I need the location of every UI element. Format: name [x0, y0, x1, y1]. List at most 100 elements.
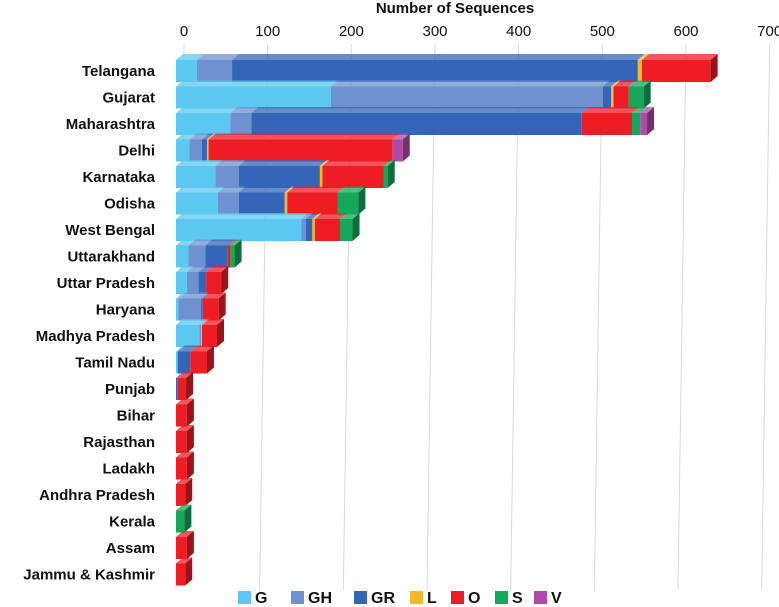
bar-top-face — [284, 186, 295, 193]
bar-segment-gh — [301, 219, 306, 241]
bar-segment-gr — [238, 192, 285, 215]
bar-segment-gh — [178, 298, 202, 321]
bar-segment-v — [392, 139, 403, 162]
bar-segment-o — [176, 431, 187, 453]
bar-side-face — [234, 239, 242, 268]
bar-segment-g — [176, 351, 178, 374]
bar-top-face — [208, 133, 400, 140]
bar-top-face — [177, 372, 194, 378]
category-label: Delhi — [118, 143, 155, 160]
gridline — [677, 43, 687, 591]
bar-segment-o — [642, 60, 711, 82]
bar-segment-o — [227, 245, 231, 268]
bar-side-face — [186, 372, 194, 400]
bar-side-face — [218, 292, 226, 321]
bar-segment-s — [337, 192, 359, 215]
category-label: Uttarakhand — [67, 249, 155, 266]
bar-top-face — [238, 160, 327, 166]
bar-side-face — [402, 133, 410, 162]
bar-top-face — [339, 213, 360, 219]
bar-segment-l — [201, 325, 202, 347]
gridline — [761, 43, 771, 591]
x-tick-label: 600 — [673, 23, 698, 40]
bar-side-face — [358, 186, 366, 215]
bar-segment-o — [176, 404, 187, 427]
bar-top-face — [199, 319, 209, 325]
bar-segment-g — [176, 298, 179, 321]
bar-side-face — [186, 398, 194, 427]
bar-top-face — [176, 292, 186, 299]
bar-segment-g — [176, 86, 331, 109]
bar-segment-o — [322, 166, 384, 188]
bar-side-face — [221, 266, 229, 294]
x-tick-label: 400 — [506, 23, 531, 40]
bar-segment-o — [176, 563, 186, 586]
bar-top-face — [201, 133, 214, 140]
bar-segment-gr — [176, 378, 178, 400]
bar-side-face — [216, 319, 224, 347]
bar-side-face — [185, 478, 193, 506]
bar-top-face — [201, 319, 224, 325]
bar-top-face — [631, 107, 648, 113]
bar-segment-g — [176, 192, 218, 215]
bar-top-face — [176, 319, 207, 325]
bar-segment-o — [613, 86, 629, 109]
category-label: Rajasthan — [83, 434, 155, 451]
bar-top-face — [230, 239, 242, 246]
bar-segment-l — [611, 86, 614, 109]
bar-segment-o — [314, 219, 340, 241]
bar-segment-gh — [189, 139, 202, 162]
bar-segment-o — [581, 113, 632, 135]
bar-top-face — [176, 345, 185, 352]
bar-side-face — [647, 107, 655, 135]
bar-top-face — [217, 186, 246, 193]
bar-top-face — [312, 213, 322, 219]
bar-segment-gr — [232, 60, 638, 82]
bar-segment-s — [339, 219, 353, 241]
bar-top-face — [206, 266, 229, 272]
bar-segment-o — [201, 325, 217, 347]
bar-segment-gh — [330, 86, 603, 109]
x-tick-label: 100 — [255, 23, 280, 40]
category-label: Telangana — [82, 63, 156, 80]
category-label: Assam — [106, 540, 155, 557]
category-labels: Telangana Gujarat Maharashtra Delhi Karnatak… — [23, 63, 155, 584]
category-label: Ladakh — [102, 461, 155, 478]
bar-top-face — [176, 504, 192, 511]
bar-segment-gr — [201, 298, 203, 321]
bar-side-face — [185, 557, 193, 586]
category-label: Madhya Pradesh — [36, 328, 155, 345]
legend-swatch-gh — [291, 591, 304, 604]
bar-segment-o — [176, 537, 187, 559]
bar-top-face — [176, 80, 338, 87]
bar-segment-o — [202, 298, 219, 321]
category-label: Tamil Nadu — [75, 355, 155, 372]
bars — [176, 54, 718, 586]
bar-segment-g — [176, 113, 231, 135]
bar-segment-s — [176, 510, 185, 533]
bar-top-face — [238, 186, 292, 193]
bar-top-face — [330, 80, 610, 87]
legend-label-s: S — [512, 590, 523, 607]
bar-segment-s — [631, 113, 641, 135]
category-label: Uttar Pradesh — [57, 275, 155, 292]
bar-segment-gh — [230, 113, 252, 135]
bar-top-face — [198, 266, 214, 272]
bar-side-face — [206, 345, 214, 374]
legend-swatch-o — [451, 591, 464, 604]
bar-segment-gr — [238, 166, 320, 188]
bar-top-face — [178, 292, 209, 299]
bar-top-face — [176, 398, 194, 405]
bar-top-face — [232, 54, 645, 60]
bar-top-face — [202, 292, 226, 299]
bar-segment-o — [287, 192, 338, 215]
legend-swatch-l — [410, 591, 423, 604]
legend: G GH GR L O S V — [238, 590, 562, 607]
bar-top-face — [205, 239, 235, 246]
bar-segment-o — [208, 139, 393, 162]
bar-segment-gh — [215, 166, 239, 188]
bar-top-face — [176, 531, 194, 537]
category-label: Andhra Pradesh — [39, 487, 155, 504]
bar-side-face — [710, 54, 718, 82]
bar-segment-gr — [305, 219, 313, 241]
